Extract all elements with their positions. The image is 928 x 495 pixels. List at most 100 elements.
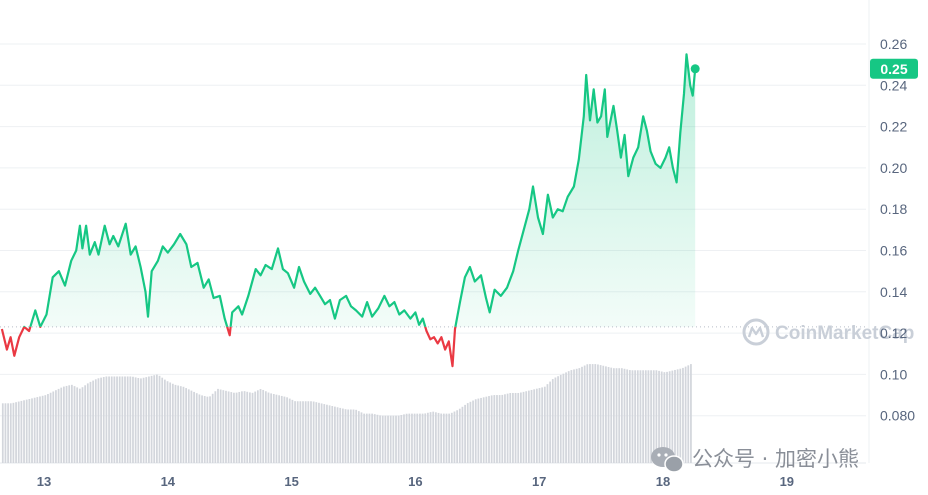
volume-bar	[427, 412, 429, 463]
y-tick-label: 0.12	[880, 325, 907, 341]
volume-bar	[145, 377, 148, 463]
volume-bar	[320, 403, 323, 463]
volume-bar	[682, 367, 684, 463]
volume-bar	[631, 370, 634, 463]
volume-bar	[60, 387, 63, 463]
volume-bar	[464, 404, 466, 463]
wechat-account-text: 公众号 · 加密小熊	[692, 447, 859, 471]
volume-bar	[195, 393, 198, 463]
volume-bar	[589, 364, 591, 463]
volume-bar	[217, 388, 219, 463]
volume-bar	[341, 408, 344, 463]
volume-bar	[89, 381, 92, 463]
volume-bar	[153, 375, 156, 463]
volume-bar	[618, 368, 621, 463]
volume-bar	[559, 374, 562, 463]
volume-bar	[496, 395, 498, 463]
volume-bar	[485, 396, 488, 463]
volume-bar	[403, 414, 405, 463]
volume-bar	[408, 413, 411, 463]
volume-bar	[302, 401, 304, 463]
volume-bar	[599, 365, 602, 463]
volume-bar	[416, 413, 419, 463]
volume-bar	[12, 402, 15, 463]
volume-bar	[81, 387, 84, 463]
volume-bar	[650, 370, 652, 463]
volume-bar	[620, 368, 623, 463]
volume-bar	[63, 386, 65, 463]
volume-bar	[674, 369, 676, 463]
volume-bar	[47, 394, 49, 463]
volume-bar	[472, 400, 474, 463]
volume-bar	[126, 376, 129, 463]
volume-bar	[557, 376, 559, 463]
volume-bar	[211, 393, 214, 463]
volume-bar	[549, 381, 551, 463]
price-line	[0, 53, 697, 368]
volume-bar	[278, 395, 280, 463]
volume-bar	[371, 413, 373, 463]
volume-bar	[517, 392, 520, 463]
y-tick-label: 0.080	[880, 408, 915, 424]
volume-bar	[602, 365, 605, 463]
volume-bar	[498, 395, 501, 463]
volume-bar	[318, 402, 320, 463]
volume-bar	[225, 390, 227, 463]
x-tick-label: 14	[161, 474, 176, 489]
volume-bar	[541, 387, 544, 463]
volume-bar	[23, 400, 25, 463]
volume-bar	[65, 385, 68, 463]
volume-bar	[315, 402, 318, 463]
volume-bar	[39, 396, 41, 463]
volume-bar	[201, 395, 203, 463]
volume-bar	[506, 393, 509, 463]
volume-bar	[312, 401, 315, 463]
volume-bar	[610, 367, 613, 463]
volume-bar	[246, 391, 249, 463]
volume-bar	[86, 383, 89, 463]
volume-bar	[187, 389, 190, 463]
volume-bar	[275, 394, 278, 463]
volume-bar	[283, 396, 286, 463]
volume-bar	[533, 389, 536, 463]
volume-bar	[294, 401, 296, 463]
volume-bar	[134, 377, 137, 463]
volume-bar	[477, 398, 480, 463]
volume-bar	[193, 391, 195, 463]
volume-bar	[17, 401, 20, 463]
volume-bar	[227, 391, 230, 463]
volume-bar	[636, 370, 639, 463]
volume-bar	[142, 377, 145, 463]
volume-bar	[450, 412, 453, 463]
wechat-icon-small-bubble	[664, 455, 684, 473]
x-tick-label: 17	[532, 474, 546, 489]
volume-bar	[174, 384, 177, 463]
volume-bar	[259, 389, 262, 463]
volume-bar	[671, 370, 674, 463]
volume-bar	[676, 369, 679, 463]
coinmarketcap-watermark: CoinMarketCap	[742, 318, 914, 346]
volume-bar	[105, 376, 108, 463]
y-tick-label: 0.20	[880, 160, 907, 176]
x-tick-label: 16	[408, 474, 422, 489]
volume-bar	[108, 376, 110, 463]
volume-bar	[20, 400, 23, 463]
volume-bar	[70, 384, 73, 463]
volume-bar	[264, 391, 267, 463]
volume-bar	[267, 392, 270, 463]
volume-bar	[644, 370, 647, 463]
volume-bar	[349, 409, 352, 463]
volume-bar	[118, 376, 121, 463]
area-fill	[24, 54, 696, 327]
volume-bar	[605, 366, 607, 463]
volume-bar	[102, 377, 105, 463]
volume-bar	[256, 390, 259, 463]
volume-bar	[554, 377, 557, 463]
volume-bar	[161, 377, 164, 463]
volume-bar	[628, 370, 631, 463]
y-tick-label: 0.24	[880, 77, 907, 93]
volume-bar	[381, 415, 384, 463]
volume-bar	[615, 368, 618, 463]
volume-bar	[456, 410, 459, 463]
